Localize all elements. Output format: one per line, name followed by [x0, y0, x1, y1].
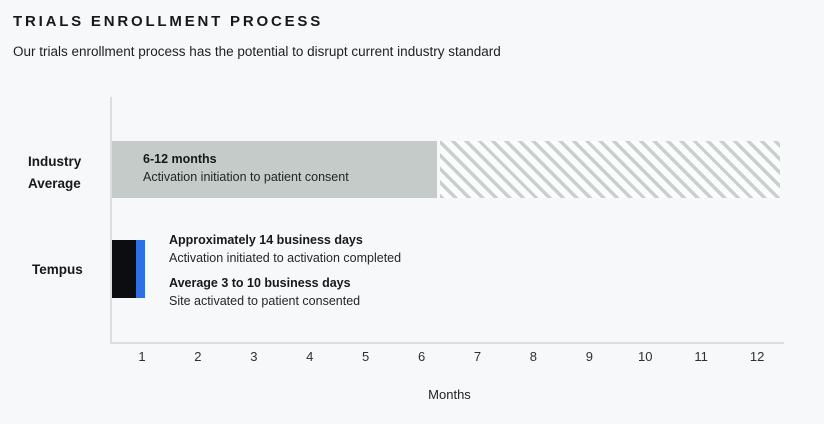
x-tick: 5 [362, 349, 370, 364]
tempus-annotation-activation-title: Approximately 14 business days [169, 233, 363, 247]
tempus-annotation-consent: Average 3 to 10 business days Site activ… [169, 275, 360, 310]
x-axis-ticks: 1 2 3 4 5 6 7 8 9 10 11 12 [114, 349, 785, 367]
x-tick: 10 [638, 349, 653, 364]
tempus-bar-black-segment [112, 240, 136, 298]
x-tick: 8 [529, 349, 538, 364]
x-tick: 7 [473, 349, 482, 364]
industry-average-bar-hatched [440, 141, 780, 198]
tempus-bar-blue-segment [136, 240, 145, 298]
x-tick: 3 [250, 349, 258, 364]
industry-average-bar-solid [112, 141, 437, 198]
x-axis-label-months: Months [428, 387, 471, 402]
industry-average-description: Activation initiation to patient consent [143, 170, 349, 184]
x-axis-line [110, 342, 784, 344]
tempus-annotation-consent-title: Average 3 to 10 business days [169, 276, 351, 290]
y-axis-line [110, 97, 112, 343]
x-tick: 4 [306, 349, 314, 364]
row-label-tempus: Tempus [32, 262, 83, 277]
x-tick: 9 [585, 349, 593, 364]
x-tick: 1 [138, 349, 146, 364]
page-title: TRIALS ENROLLMENT PROCESS [13, 13, 324, 30]
x-tick: 6 [417, 349, 426, 364]
tempus-annotation-activation-description: Activation initiated to activation compl… [169, 250, 402, 265]
tempus-annotation-activation: Approximately 14 business days Activatio… [169, 232, 401, 267]
x-tick: 2 [194, 349, 202, 364]
row-label-industry-average: Industry Average [28, 154, 82, 191]
x-tick: 11 [694, 349, 708, 364]
x-tick: 12 [749, 349, 765, 364]
page-subtitle: Our trials enrollment process has the po… [13, 44, 501, 59]
tempus-annotation-consent-description: Site activated to patient consented [169, 293, 361, 308]
industry-average-value-label: 6-12 months [143, 152, 217, 166]
industry-average-bar-annotation: 6-12 months Activation initiation to pat… [143, 150, 349, 186]
